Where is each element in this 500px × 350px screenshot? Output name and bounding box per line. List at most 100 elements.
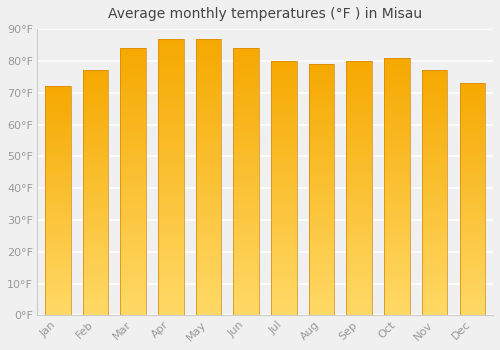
Bar <box>422 209 448 210</box>
Bar <box>82 249 108 251</box>
Bar <box>234 158 259 159</box>
Bar <box>158 109 184 111</box>
Bar <box>271 201 296 202</box>
Bar <box>196 122 222 123</box>
Bar <box>271 163 296 164</box>
Bar <box>45 278 70 279</box>
Bar <box>45 232 70 233</box>
Bar <box>422 158 448 159</box>
Bar <box>422 278 448 279</box>
Bar <box>384 149 410 150</box>
Bar <box>309 266 334 268</box>
Bar <box>422 233 448 235</box>
Bar <box>384 121 410 122</box>
Bar <box>120 210 146 211</box>
Bar <box>384 163 410 164</box>
Bar <box>384 222 410 223</box>
Bar <box>460 183 485 184</box>
Bar <box>271 160 296 161</box>
Bar <box>196 195 222 196</box>
Bar <box>196 271 222 273</box>
Bar <box>460 103 485 104</box>
Bar <box>271 267 296 268</box>
Bar <box>384 278 410 279</box>
Bar <box>309 189 334 190</box>
Bar <box>120 74 146 75</box>
Bar <box>120 242 146 243</box>
Bar <box>346 123 372 125</box>
Bar <box>234 210 259 211</box>
Bar <box>346 99 372 100</box>
Bar <box>158 192 184 194</box>
Bar <box>422 181 448 182</box>
Bar <box>422 77 448 78</box>
Bar <box>158 98 184 99</box>
Bar <box>45 98 70 99</box>
Bar <box>271 294 296 295</box>
Bar <box>196 70 222 72</box>
Bar <box>384 242 410 243</box>
Bar <box>158 83 184 84</box>
Bar <box>309 306 334 307</box>
Bar <box>120 115 146 116</box>
Bar <box>460 209 485 210</box>
Bar <box>158 84 184 86</box>
Bar <box>234 204 259 206</box>
Bar <box>422 108 448 110</box>
Bar <box>422 258 448 259</box>
Bar <box>196 296 222 297</box>
Bar <box>196 138 222 140</box>
Bar <box>346 98 372 99</box>
Bar <box>384 82 410 83</box>
Bar <box>45 240 70 241</box>
Bar <box>460 246 485 247</box>
Bar <box>234 163 259 164</box>
Bar <box>384 212 410 214</box>
Bar <box>271 126 296 127</box>
Bar <box>234 162 259 163</box>
Bar <box>120 158 146 159</box>
Bar <box>234 102 259 103</box>
Bar <box>196 221 222 223</box>
Bar <box>271 295 296 296</box>
Bar <box>384 125 410 126</box>
Bar <box>45 100 70 101</box>
Bar <box>346 312 372 313</box>
Bar <box>196 58 222 60</box>
Bar <box>234 243 259 245</box>
Bar <box>422 175 448 176</box>
Bar <box>196 264 222 266</box>
Bar <box>346 62 372 63</box>
Bar <box>158 311 184 313</box>
Bar <box>460 305 485 306</box>
Bar <box>422 192 448 193</box>
Bar <box>196 192 222 194</box>
Bar <box>460 289 485 290</box>
Bar <box>309 292 334 293</box>
Bar <box>45 187 70 188</box>
Bar <box>271 244 296 245</box>
Bar <box>422 107 448 108</box>
Bar <box>45 254 70 255</box>
Bar <box>158 268 184 270</box>
Bar <box>120 128 146 130</box>
Bar <box>158 120 184 122</box>
Bar <box>196 83 222 84</box>
Bar <box>422 74 448 75</box>
Bar <box>271 225 296 226</box>
Bar <box>196 241 222 242</box>
Bar <box>82 221 108 222</box>
Bar <box>309 202 334 204</box>
Bar <box>271 279 296 280</box>
Bar <box>234 217 259 218</box>
Bar <box>271 226 296 228</box>
Bar <box>384 230 410 232</box>
Bar <box>271 289 296 290</box>
Bar <box>346 237 372 238</box>
Bar <box>234 170 259 171</box>
Bar <box>158 220 184 221</box>
Bar <box>460 250 485 252</box>
Bar <box>346 224 372 225</box>
Bar <box>158 57 184 58</box>
Bar <box>196 203 222 205</box>
